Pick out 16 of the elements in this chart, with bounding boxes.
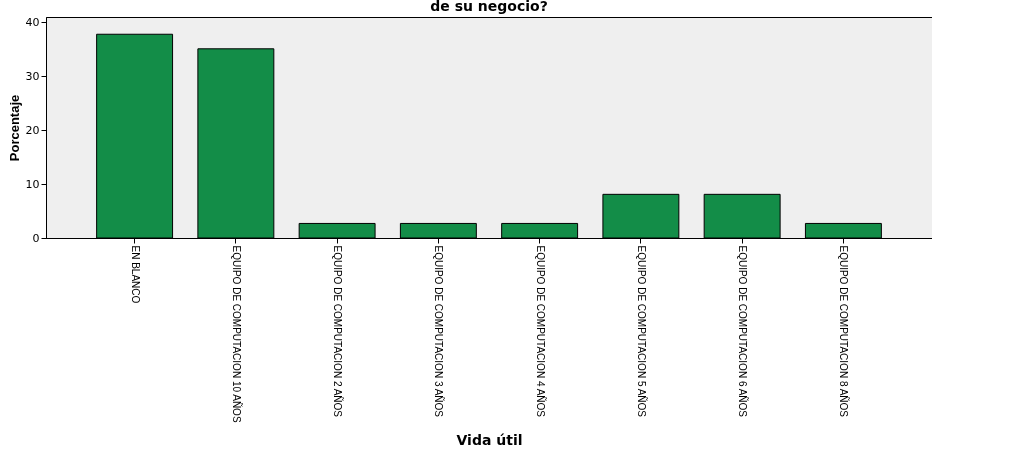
y-axis-title: Porcentaje [6,94,22,162]
x-tick-label: EQUIPO DE COMPUTACION 3 AÑOS [433,245,446,418]
x-tick-label: EQUIPO DE COMPUTACION 5 AÑOS [635,245,648,418]
y-tick-label: 10 [25,177,40,191]
x-tick-label: EQUIPO DE COMPUTACION 10 AÑOS [230,245,243,423]
y-tick-label: 40 [25,15,40,29]
chart-title: de su negocio? [430,0,548,15]
x-tick-label: EN BLANCO [129,245,141,304]
y-tick-label: 0 [32,231,40,245]
x-tick-label: EQUIPO DE COMPUTACION 4 AÑOS [534,245,547,418]
y-tick-label: 20 [25,123,40,137]
x-tick-label: EQUIPO DE COMPUTACION 8 AÑOS [838,245,851,418]
y-tick-label: 30 [25,69,40,83]
x-tick-label: EQUIPO DE COMPUTACION 6 AÑOS [737,245,750,418]
x-tick-label: EQUIPO DE COMPUTACION 2 AÑOS [332,245,345,418]
x-axis-title: Vida útil [456,431,523,448]
